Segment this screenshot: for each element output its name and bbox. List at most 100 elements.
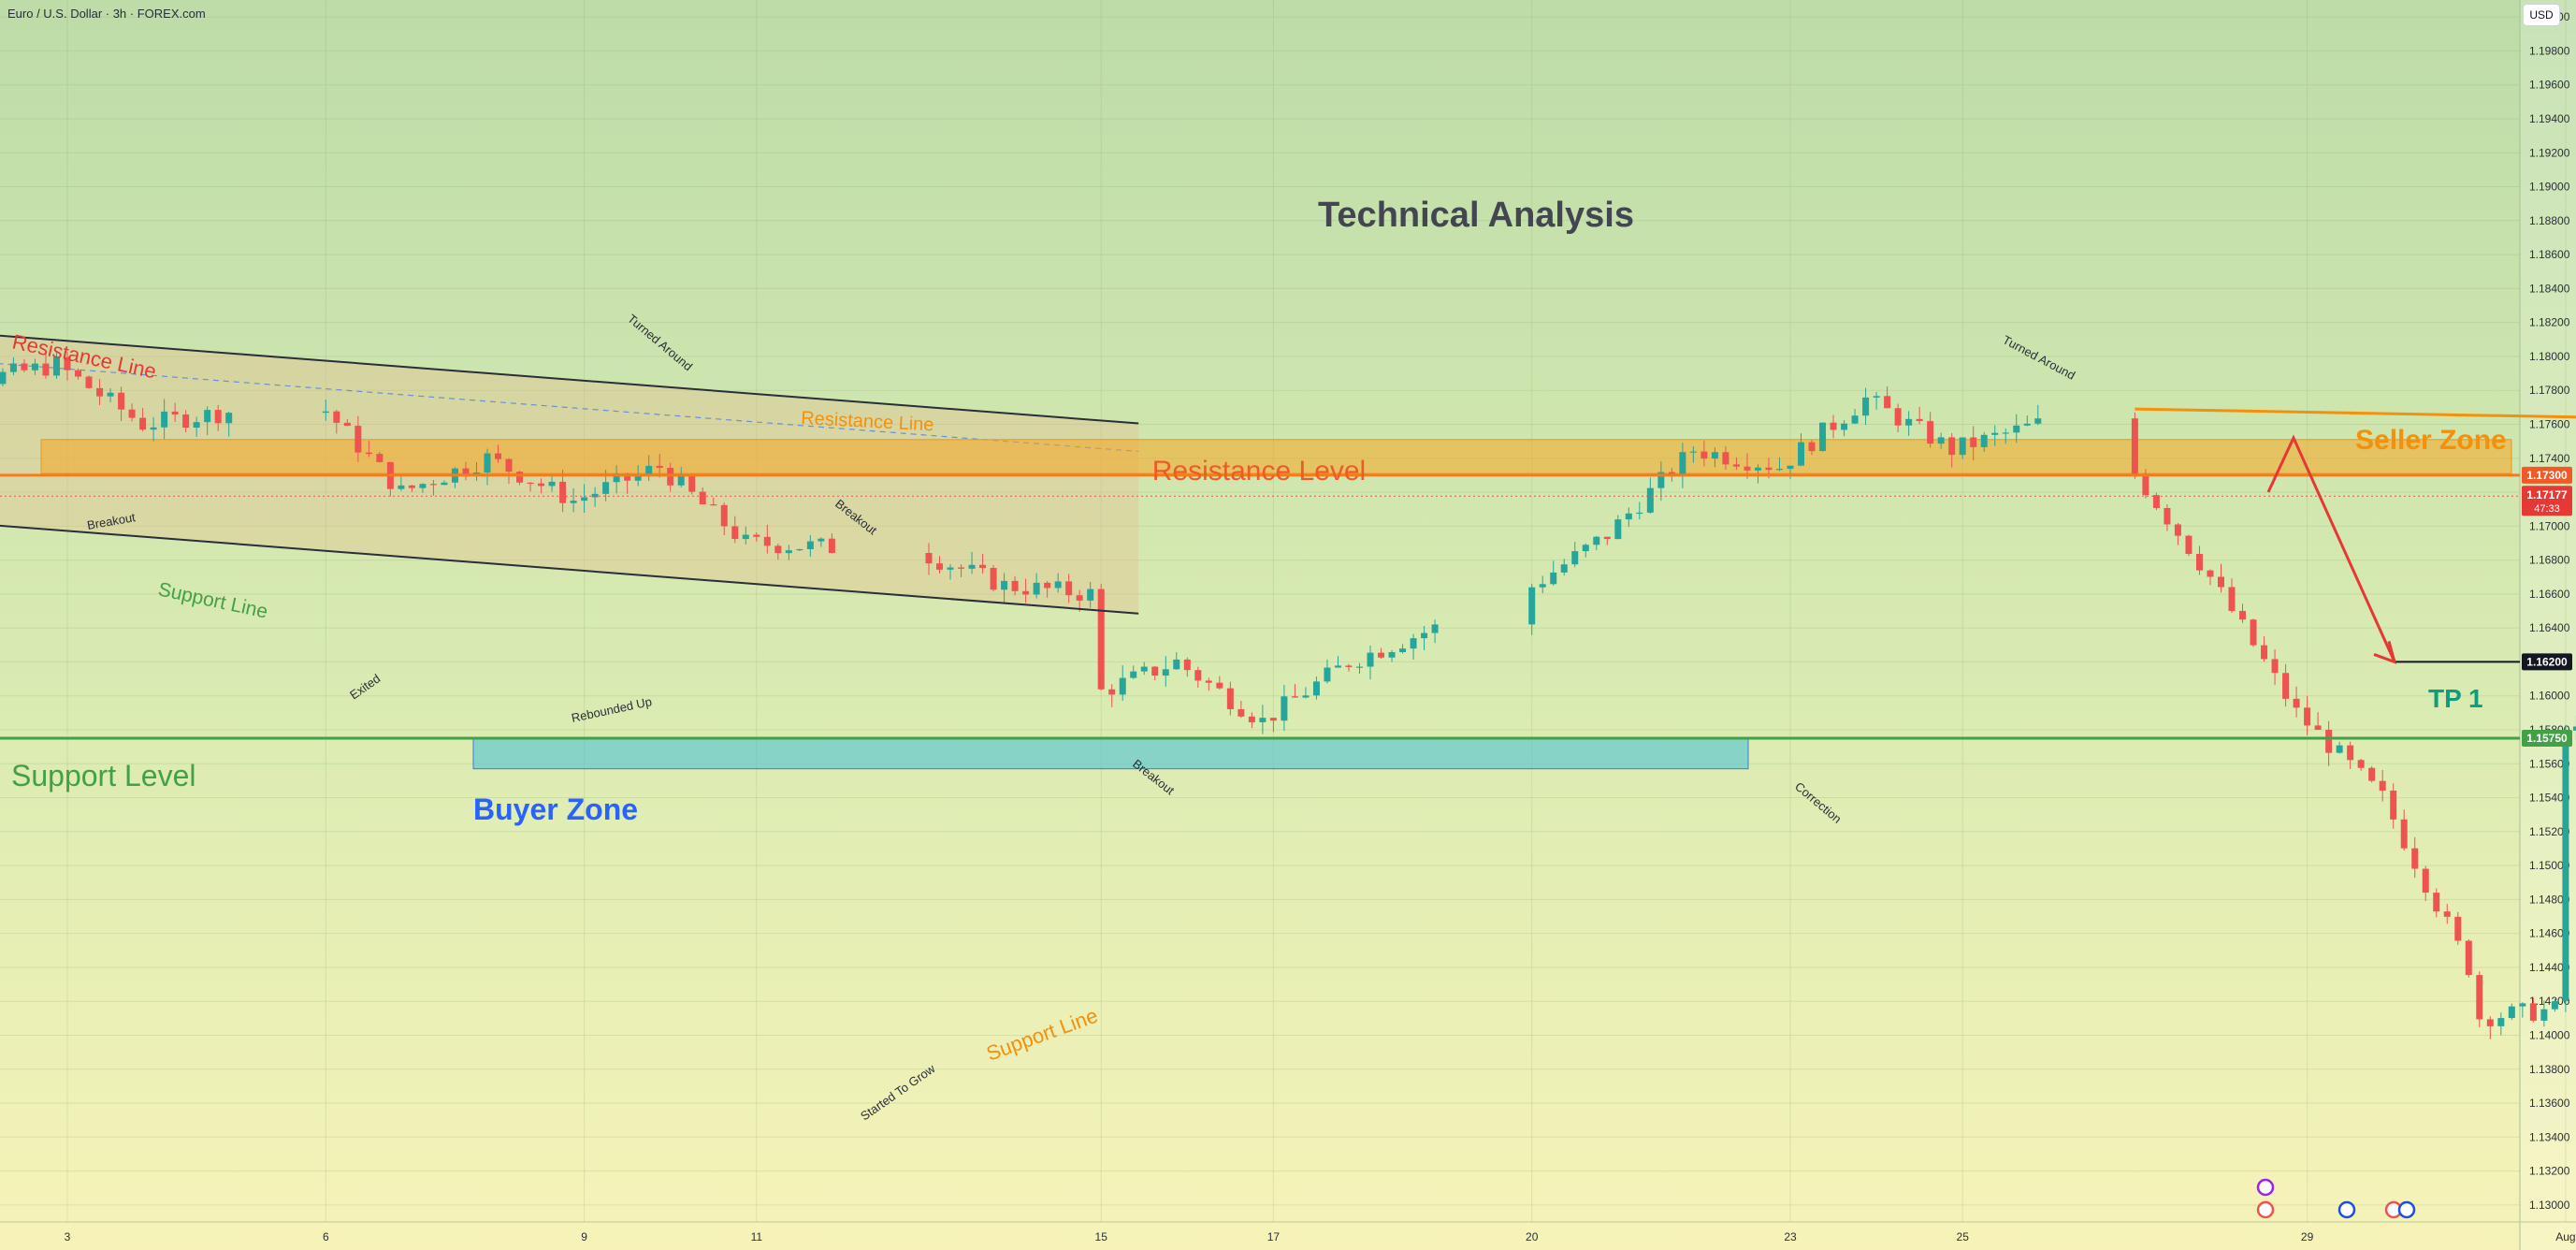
candle-body — [343, 422, 351, 427]
candle — [2379, 769, 2386, 802]
candle-body — [472, 472, 480, 475]
candle — [1646, 477, 1654, 515]
candle — [1087, 581, 1094, 608]
candle — [1689, 445, 1697, 463]
candle — [1862, 387, 1870, 426]
candle — [925, 543, 933, 575]
candle-body — [1798, 442, 1805, 466]
candle — [1140, 661, 1148, 676]
candle — [2142, 469, 2149, 499]
candle-body — [75, 370, 82, 377]
y-tick-label: 1.18000 — [2529, 350, 2570, 363]
candle — [429, 479, 437, 496]
candle — [1183, 657, 1191, 677]
candle-body — [1754, 467, 1761, 471]
candle-body — [1237, 708, 1245, 717]
candle — [2368, 765, 2376, 783]
candle — [763, 524, 771, 554]
candle-body — [806, 541, 814, 549]
candle-body — [505, 458, 513, 472]
candle-body — [2228, 587, 2236, 611]
candle — [1388, 649, 1396, 662]
candle — [818, 537, 825, 547]
candle-body — [2164, 507, 2171, 525]
support-level-label: Support Level — [11, 759, 195, 792]
candle-body — [21, 363, 28, 371]
candle-body — [1927, 421, 1934, 444]
candle-body — [774, 545, 782, 554]
candle-body — [1679, 452, 1686, 477]
event-flag-icon — [2256, 1178, 2275, 1197]
candle-body — [688, 475, 696, 492]
y-tick-label: 1.13200 — [2529, 1165, 2570, 1178]
candle — [107, 388, 114, 402]
candle — [139, 407, 147, 432]
candle — [42, 351, 50, 379]
candle-body — [2540, 1009, 2548, 1021]
candle-body — [1711, 452, 1718, 459]
candle — [1970, 426, 1977, 461]
x-tick-label: 11 — [751, 1230, 763, 1243]
candle — [677, 466, 685, 488]
candle-body — [2529, 1003, 2537, 1021]
candle — [1603, 536, 1611, 545]
candle-body — [1033, 582, 1040, 595]
candle-body — [2562, 730, 2569, 1002]
candle-body — [2023, 423, 2031, 426]
candle — [1011, 575, 1019, 596]
y-tick-label: 1.16400 — [2529, 621, 2570, 634]
projection-path — [2266, 434, 2396, 663]
candle — [31, 358, 38, 375]
candle-body — [1528, 587, 1536, 625]
candle-body — [1334, 665, 1341, 668]
candle — [1700, 440, 1708, 467]
candle — [21, 358, 28, 372]
candle — [150, 416, 157, 442]
candle-body — [1388, 652, 1396, 658]
candle-body — [2271, 659, 2279, 674]
candle — [2131, 412, 2138, 479]
candle-body — [1022, 590, 1030, 595]
buyer-zone-label: Buyer Zone — [473, 792, 638, 826]
chart-title: Technical Analysis — [1318, 196, 1634, 235]
candle-body — [2131, 418, 2138, 474]
candle-body — [128, 409, 136, 418]
candle-body — [1151, 666, 1159, 676]
y-tick-label: 1.17000 — [2529, 519, 2570, 532]
candle — [2195, 545, 2203, 575]
candle-body — [591, 493, 599, 498]
candle — [1991, 425, 1999, 446]
candle-body — [1959, 437, 1966, 456]
candle — [1582, 543, 1589, 558]
candle — [85, 375, 93, 389]
candle-body — [171, 411, 179, 414]
candle-body — [742, 534, 749, 540]
y-tick-label: 1.14200 — [2529, 995, 2570, 1008]
currency-button[interactable]: USD — [2523, 4, 2560, 26]
candle — [2314, 712, 2322, 731]
resistance-price-tag: 1.17300 — [2526, 469, 2568, 482]
candle-body — [2465, 940, 2472, 976]
candle — [1345, 663, 1353, 672]
candle — [1722, 445, 1729, 470]
candle — [365, 441, 372, 458]
candle-body — [1001, 580, 1008, 590]
candle — [1959, 437, 1966, 459]
candle-body — [1173, 659, 1180, 670]
candle — [1571, 542, 1579, 568]
candle — [2390, 783, 2397, 829]
candle — [2261, 636, 2268, 662]
candle-body — [1065, 581, 1073, 596]
y-tick-label: 1.18800 — [2529, 214, 2570, 227]
candle-body — [2390, 791, 2397, 820]
candle — [472, 462, 480, 481]
candle-body — [2142, 473, 2149, 496]
candle-body — [1399, 648, 1407, 653]
candle — [1948, 432, 1956, 468]
candle-body — [2304, 707, 2311, 726]
candle-body — [667, 468, 674, 486]
candle-body — [96, 387, 104, 397]
candle — [1819, 422, 1827, 452]
candle — [96, 378, 104, 406]
